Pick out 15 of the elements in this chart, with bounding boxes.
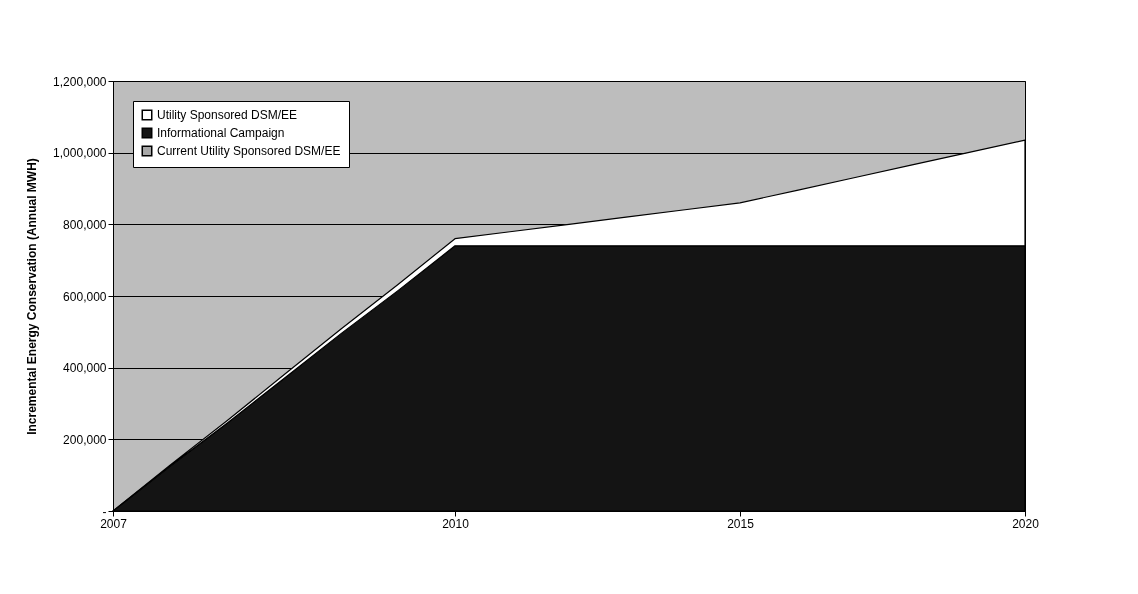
- y-axis-title: Incremental Energy Conservation (Annual MWH): [25, 158, 40, 435]
- x-tick-label: 2015: [727, 516, 755, 531]
- y-tick-label: 400,000: [63, 361, 107, 376]
- y-tick-label: 600,000: [63, 289, 107, 304]
- x-tick-label: 2007: [100, 516, 128, 531]
- y-tick-label: 200,000: [63, 432, 107, 447]
- y-tick-label: 1,200,000: [53, 74, 107, 89]
- y-tick-label: -: [102, 504, 107, 519]
- y-tick-label: 1,000,000: [53, 146, 107, 161]
- legend-label: Informational Campaign: [157, 126, 285, 140]
- x-tick-label: 2020: [1012, 516, 1040, 531]
- x-tick-label: 2010: [442, 516, 470, 531]
- legend-label: Utility Sponsored DSM/EE: [157, 108, 298, 122]
- legend-label: Current Utility Sponsored DSM/EE: [157, 144, 341, 158]
- y-tick-label: 800,000: [63, 217, 107, 232]
